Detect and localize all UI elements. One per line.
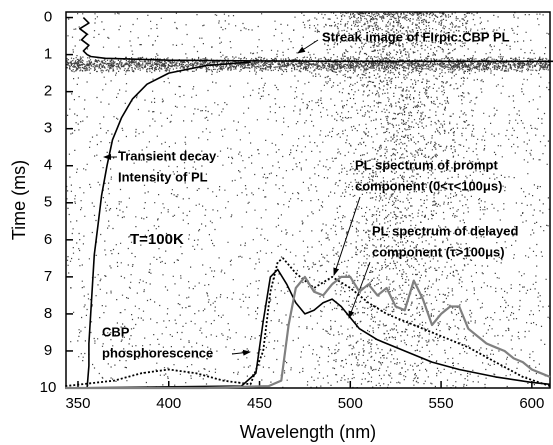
series-line <box>65 275 551 390</box>
series-line <box>79 17 553 389</box>
y-tick-label: 6 <box>44 231 52 248</box>
x-tick-label: 600 <box>519 395 544 412</box>
y-tick-label: 3 <box>44 120 52 137</box>
y-axis-label: Time (ms) <box>9 160 29 240</box>
y-tick-label: 1 <box>44 46 52 63</box>
annotation: component (0<τ<100μs) <box>355 178 502 193</box>
y-tick-label: 2 <box>44 83 52 100</box>
y-tick-label: 8 <box>44 305 52 322</box>
annotation: phosphorescence <box>102 345 213 360</box>
y-tick-label: 7 <box>44 268 52 285</box>
x-axis-label: Wavelength (nm) <box>240 422 376 442</box>
y-tick-label: 10 <box>40 379 57 396</box>
x-tick-label: 350 <box>65 395 90 412</box>
annotations: Streak image of FIrpic:CBP PL Transient … <box>102 29 518 360</box>
annotation: Streak image of FIrpic:CBP PL <box>322 29 510 44</box>
x-tick-label: 550 <box>429 395 454 412</box>
annotation: T=100K <box>130 231 184 248</box>
y-tick-label: 0 <box>44 9 52 26</box>
streak-noise <box>66 12 551 389</box>
annotation: PL spectrum of prompt <box>355 157 498 172</box>
annotation: Intensity of PL <box>118 169 208 184</box>
annotation: Transient decay <box>118 148 217 163</box>
annotation: component (τ>100μs) <box>372 244 505 259</box>
annotation: CBP <box>102 324 130 339</box>
arrow <box>231 349 251 356</box>
x-tick-label: 400 <box>156 395 181 412</box>
y-tick-label: 9 <box>44 342 52 359</box>
series-line <box>65 257 551 387</box>
y-tick-label: 5 <box>44 194 52 211</box>
annotation: PL spectrum of delayed <box>372 223 518 238</box>
arrow <box>333 196 361 276</box>
arrow <box>297 39 319 54</box>
x-tick-label: 450 <box>247 395 272 412</box>
y-tick-label: 4 <box>44 157 52 174</box>
plot-frame <box>65 11 551 389</box>
x-tick-label: 500 <box>338 395 363 412</box>
series-line <box>65 268 551 389</box>
